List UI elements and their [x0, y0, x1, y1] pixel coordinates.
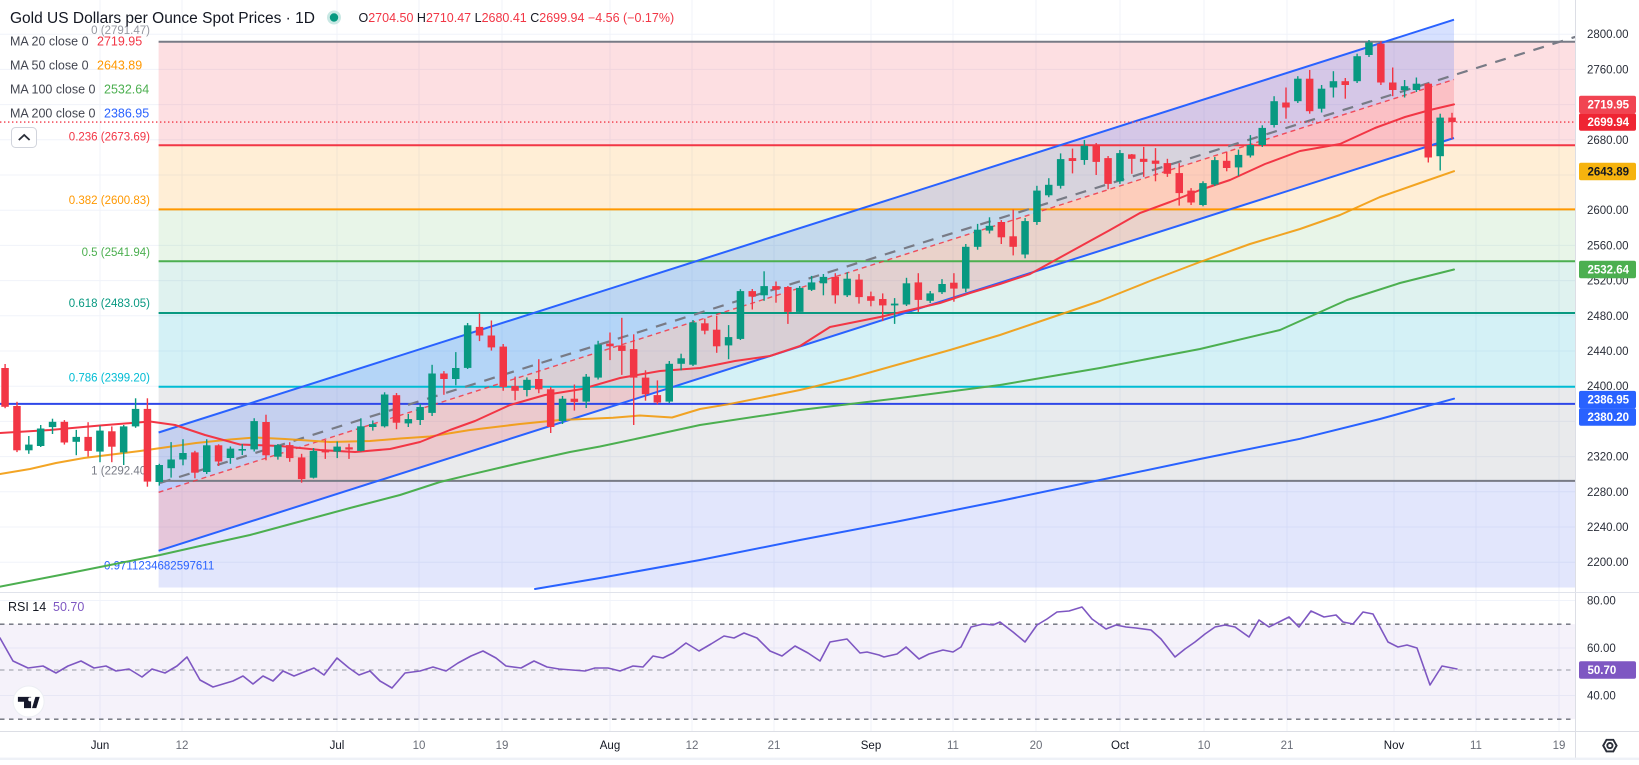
- svg-text:Jul: Jul: [330, 740, 345, 752]
- svg-text:19: 19: [496, 740, 509, 752]
- svg-text:MA 50 close 0: MA 50 close 0: [10, 59, 89, 73]
- svg-text:Aug: Aug: [600, 740, 620, 752]
- svg-text:Jun: Jun: [91, 740, 110, 752]
- svg-text:10: 10: [1198, 740, 1211, 752]
- svg-text:MA 200 close 0: MA 200 close 0: [10, 107, 96, 121]
- svg-text:2240.00: 2240.00: [1587, 522, 1629, 534]
- svg-text:2800.00: 2800.00: [1587, 29, 1629, 41]
- svg-text:2560.00: 2560.00: [1587, 240, 1629, 252]
- svg-text:11: 11: [947, 740, 959, 752]
- svg-text:80.00: 80.00: [1587, 596, 1616, 608]
- svg-text:2680.00: 2680.00: [1587, 135, 1629, 147]
- svg-text:11: 11: [1470, 740, 1482, 752]
- svg-text:2520.00: 2520.00: [1587, 276, 1629, 288]
- svg-text:MA 100 close 0: MA 100 close 0: [10, 83, 96, 97]
- svg-text:MA 20 close 0: MA 20 close 0: [10, 35, 89, 49]
- svg-text:Nov: Nov: [1384, 740, 1405, 752]
- svg-text:2719.95: 2719.95: [1588, 99, 1630, 111]
- svg-text:2386.95: 2386.95: [1588, 395, 1630, 407]
- svg-text:Sep: Sep: [861, 740, 881, 752]
- svg-text:2380.20: 2380.20: [1588, 412, 1630, 424]
- svg-text:2200.00: 2200.00: [1587, 557, 1629, 569]
- svg-text:20: 20: [1030, 740, 1043, 752]
- svg-text:RSI 14: RSI 14: [8, 600, 46, 614]
- svg-text:0.618 (2483.05): 0.618 (2483.05): [69, 298, 150, 310]
- svg-text:2643.89: 2643.89: [1588, 166, 1630, 178]
- svg-text:0.5 (2541.94): 0.5 (2541.94): [82, 247, 151, 259]
- svg-text:2532.64: 2532.64: [1588, 265, 1630, 277]
- svg-text:12: 12: [176, 740, 189, 752]
- svg-text:50.70: 50.70: [53, 600, 84, 614]
- svg-text:O2704.50 H2710.47 L2680.41 C26: O2704.50 H2710.47 L2680.41 C2699.94 −4.5…: [359, 11, 675, 25]
- svg-text:21: 21: [1281, 740, 1294, 752]
- svg-text:2699.94: 2699.94: [1588, 117, 1630, 129]
- svg-text:1 (2292.40): 1 (2292.40): [91, 466, 150, 478]
- svg-text:50.70: 50.70: [1588, 665, 1617, 677]
- svg-text:2719.95: 2719.95: [97, 35, 142, 49]
- svg-text:2760.00: 2760.00: [1587, 64, 1629, 76]
- svg-text:Gold US Dollars per Ounce Spot: Gold US Dollars per Ounce Spot Prices · …: [10, 10, 315, 27]
- svg-text:2480.00: 2480.00: [1587, 311, 1629, 323]
- svg-text:10: 10: [413, 740, 426, 752]
- svg-text:12: 12: [686, 740, 699, 752]
- svg-text:0.786 (2399.20): 0.786 (2399.20): [69, 373, 150, 385]
- svg-text:2440.00: 2440.00: [1587, 346, 1629, 358]
- svg-text:2320.00: 2320.00: [1587, 452, 1629, 464]
- svg-text:0 (2791.47): 0 (2791.47): [91, 25, 150, 37]
- svg-text:0.382 (2600.83): 0.382 (2600.83): [69, 195, 150, 207]
- svg-text:2643.89: 2643.89: [97, 59, 142, 73]
- svg-text:Oct: Oct: [1111, 740, 1130, 752]
- svg-text:60.00: 60.00: [1587, 643, 1616, 655]
- svg-text:21: 21: [768, 740, 781, 752]
- svg-text:0.236 (2673.69): 0.236 (2673.69): [69, 132, 150, 144]
- svg-text:2386.95: 2386.95: [104, 107, 149, 121]
- svg-text:2400.00: 2400.00: [1587, 381, 1629, 393]
- svg-text:2532.64: 2532.64: [104, 83, 149, 97]
- svg-text:0.9711234682597611: 0.9711234682597611: [104, 561, 214, 573]
- svg-text:2600.00: 2600.00: [1587, 205, 1629, 217]
- svg-text:40.00: 40.00: [1587, 691, 1616, 703]
- svg-text:2280.00: 2280.00: [1587, 487, 1629, 499]
- svg-text:19: 19: [1553, 740, 1566, 752]
